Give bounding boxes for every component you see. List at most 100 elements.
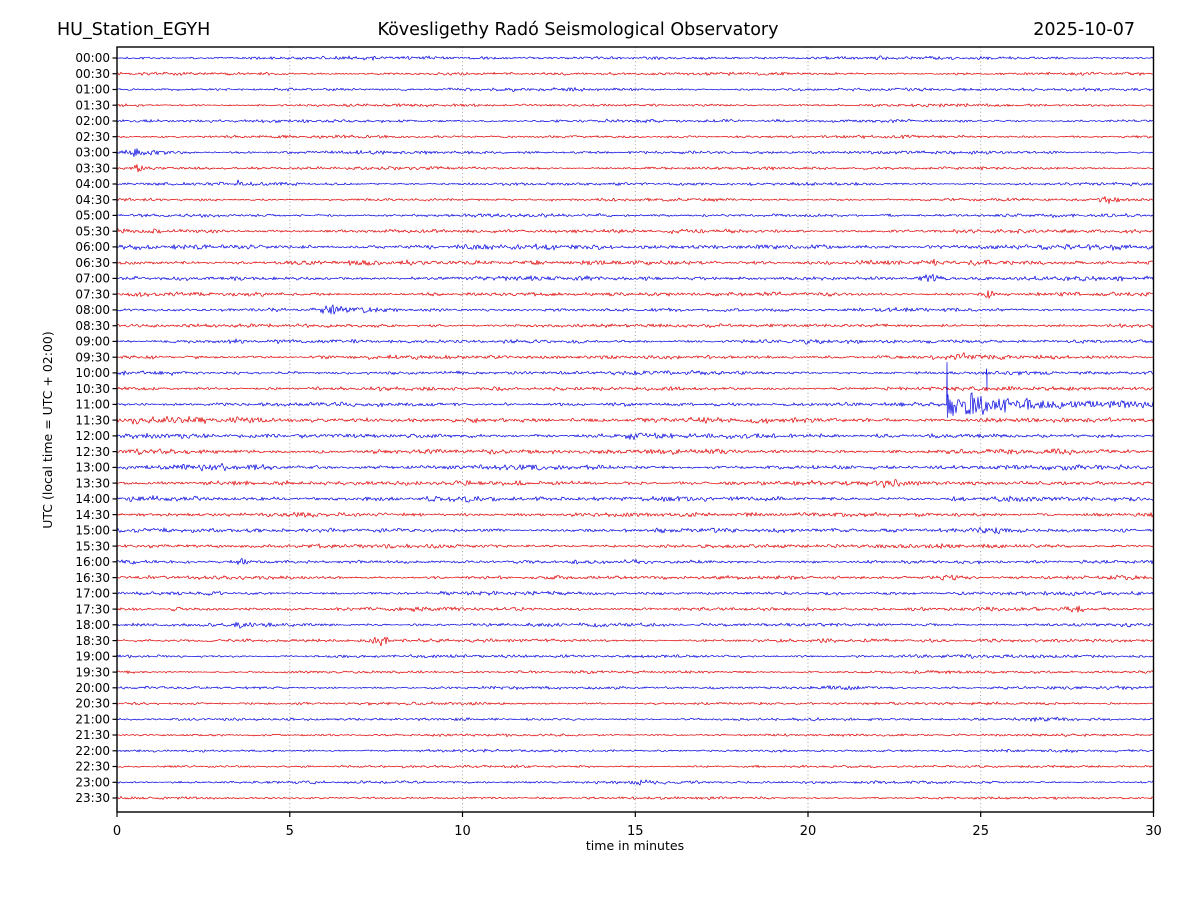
trace-row-12:30 [116,448,1155,456]
row-label: 12:30 [75,445,110,459]
trace-area [116,55,1155,801]
row-label: 03:00 [75,146,110,160]
row-label: 18:00 [75,618,110,632]
trace-row-02:00 [116,118,1155,124]
x-tick-label: 30 [1145,824,1162,839]
y-axis-label: UTC (local time = UTC + 02:00) [40,331,55,529]
row-label: 16:30 [75,571,110,585]
row-ticks [112,57,117,799]
x-tick-label: 10 [454,824,471,839]
row-label: 00:30 [75,67,110,81]
row-label: 17:00 [75,587,110,601]
trace-row-13:30 [116,479,1155,489]
trace-row-10:30 [116,385,1155,392]
trace-row-11:00 [116,362,1155,418]
trace-row-05:00 [116,213,1155,218]
trace-row-18:00 [116,621,1155,629]
trace-row-23:00 [116,779,1155,786]
row-label: 14:30 [75,508,110,522]
row-label: 08:00 [75,303,110,317]
row-label: 02:00 [75,114,110,128]
row-label: 22:30 [75,760,110,774]
trace-row-14:00 [116,495,1155,503]
row-label: 09:30 [75,350,110,364]
row-label: 11:00 [75,398,110,412]
row-label: 11:30 [75,413,110,427]
row-label: 06:00 [75,240,110,254]
trace-row-07:30 [116,290,1155,299]
trace-row-08:30 [116,323,1155,329]
row-label: 15:00 [75,524,110,538]
row-label: 19:30 [75,665,110,679]
row-label: 07:30 [75,287,110,301]
row-label: 08:30 [75,319,110,333]
row-label: 14:00 [75,492,110,506]
trace-row-06:00 [116,243,1155,251]
row-label: 01:30 [75,98,110,112]
trace-row-14:30 [116,511,1155,518]
row-label: 13:30 [75,476,110,490]
row-label: 21:30 [75,728,110,742]
row-label: 10:30 [75,382,110,396]
row-label: 06:30 [75,256,110,270]
trace-row-18:30 [116,636,1155,647]
trace-row-03:30 [116,164,1155,173]
trace-row-09:00 [116,338,1155,345]
trace-row-22:00 [116,748,1155,753]
trace-row-01:30 [116,103,1155,108]
x-ticks: 0 5 10 15 20 25 30 [113,812,1162,839]
trace-row-04:30 [116,196,1155,204]
trace-row-22:30 [116,764,1155,769]
trace-row-05:30 [116,228,1155,235]
trace-row-09:30 [116,352,1155,361]
x-tick-label: 0 [113,824,121,839]
trace-row-07:00 [116,273,1155,283]
trace-row-21:30 [116,733,1155,738]
plot-title: Kövesligethy Radó Seismological Observat… [378,20,779,40]
trace-row-17:00 [116,590,1155,597]
row-label: 04:00 [75,177,110,191]
trace-row-03:00 [116,148,1155,157]
row-label: 21:00 [75,713,110,727]
row-label: 04:30 [75,193,110,207]
row-label: 05:00 [75,209,110,223]
x-tick-label: 5 [286,824,294,839]
x-tick-label: 20 [800,824,817,839]
grid [289,47,982,812]
trace-row-19:00 [116,654,1155,659]
row-label: 05:30 [75,224,110,238]
row-label: 00:00 [75,51,110,65]
plot-border [116,46,1155,813]
row-label: 19:00 [75,650,110,664]
x-axis-label: time in minutes [586,838,684,853]
trace-row-00:00 [116,55,1155,61]
trace-row-20:00 [117,685,1155,691]
row-label: 03:30 [75,161,110,175]
trace-row-00:30 [116,71,1154,76]
trace-row-21:00 [117,716,1155,722]
row-label: 16:00 [75,555,110,569]
row-label: 18:30 [75,634,110,648]
row-label: 13:00 [75,461,110,475]
row-label: 23:30 [75,791,110,805]
trace-row-20:30 [116,701,1155,706]
trace-row-23:30 [116,796,1155,801]
row-label: 20:30 [75,697,110,711]
trace-row-02:30 [116,134,1155,139]
trace-row-11:30 [116,415,1155,425]
row-label: 22:00 [75,744,110,758]
trace-row-19:30 [116,670,1155,675]
trace-row-08:00 [116,304,1155,315]
row-label: 10:00 [75,366,110,380]
trace-row-12:00 [116,432,1155,441]
trace-row-06:30 [116,258,1155,266]
row-label: 23:00 [75,776,110,790]
trace-row-04:00 [116,179,1155,187]
row-label: 01:00 [75,83,110,97]
trace-row-17:30 [116,605,1155,613]
x-tick-label: 15 [627,824,644,839]
trace-row-13:00 [116,462,1155,472]
